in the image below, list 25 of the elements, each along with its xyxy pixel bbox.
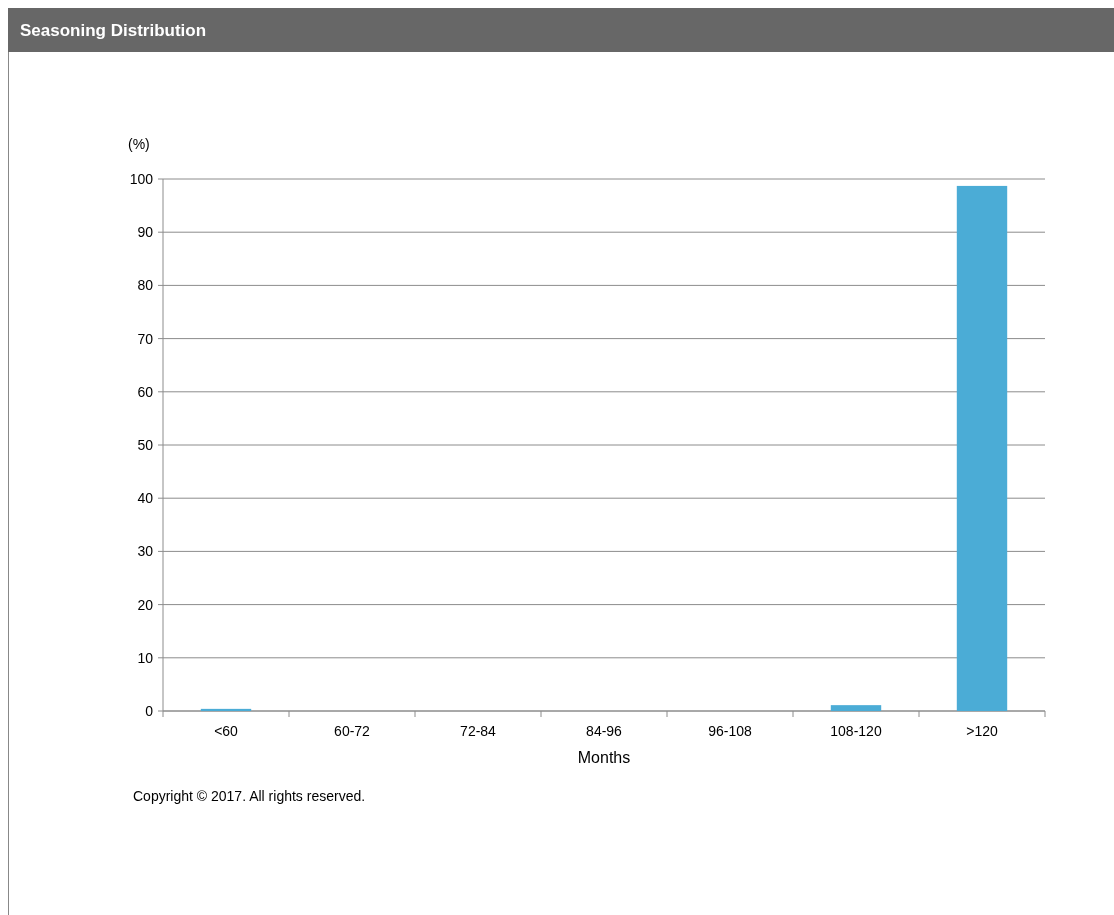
y-tick-label: 90 — [137, 224, 154, 241]
y-tick-label: 100 — [129, 170, 154, 187]
x-tick-label: 108-120 — [830, 723, 882, 739]
chart-title: Seasoning Distribution — [20, 21, 207, 40]
x-axis-title: Months — [577, 749, 631, 766]
y-tick-label: 50 — [137, 436, 154, 453]
bar — [830, 705, 882, 711]
y-tick-label: 80 — [137, 277, 154, 294]
x-tick-label: 60-72 — [334, 723, 371, 739]
x-tick-label: <60 — [214, 723, 239, 739]
y-axis-title: (%) — [128, 136, 150, 152]
x-tick-label: 84-96 — [586, 723, 623, 739]
y-tick-label: 60 — [137, 383, 154, 400]
y-tick-label: 20 — [137, 596, 154, 613]
x-tick-label: 72-84 — [460, 723, 497, 739]
y-tick-label: 10 — [137, 649, 154, 666]
bar — [956, 185, 1008, 711]
y-tick-label: 70 — [137, 330, 154, 347]
bar — [200, 708, 252, 711]
y-tick-label: 40 — [137, 490, 154, 507]
x-tick-label: 96-108 — [708, 723, 753, 739]
text: Copyright © 2017. All rights reserved. — [133, 788, 366, 804]
x-tick-label: >120 — [966, 723, 998, 739]
y-tick-label: 0 — [145, 702, 154, 719]
y-tick-label: 30 — [137, 543, 154, 560]
